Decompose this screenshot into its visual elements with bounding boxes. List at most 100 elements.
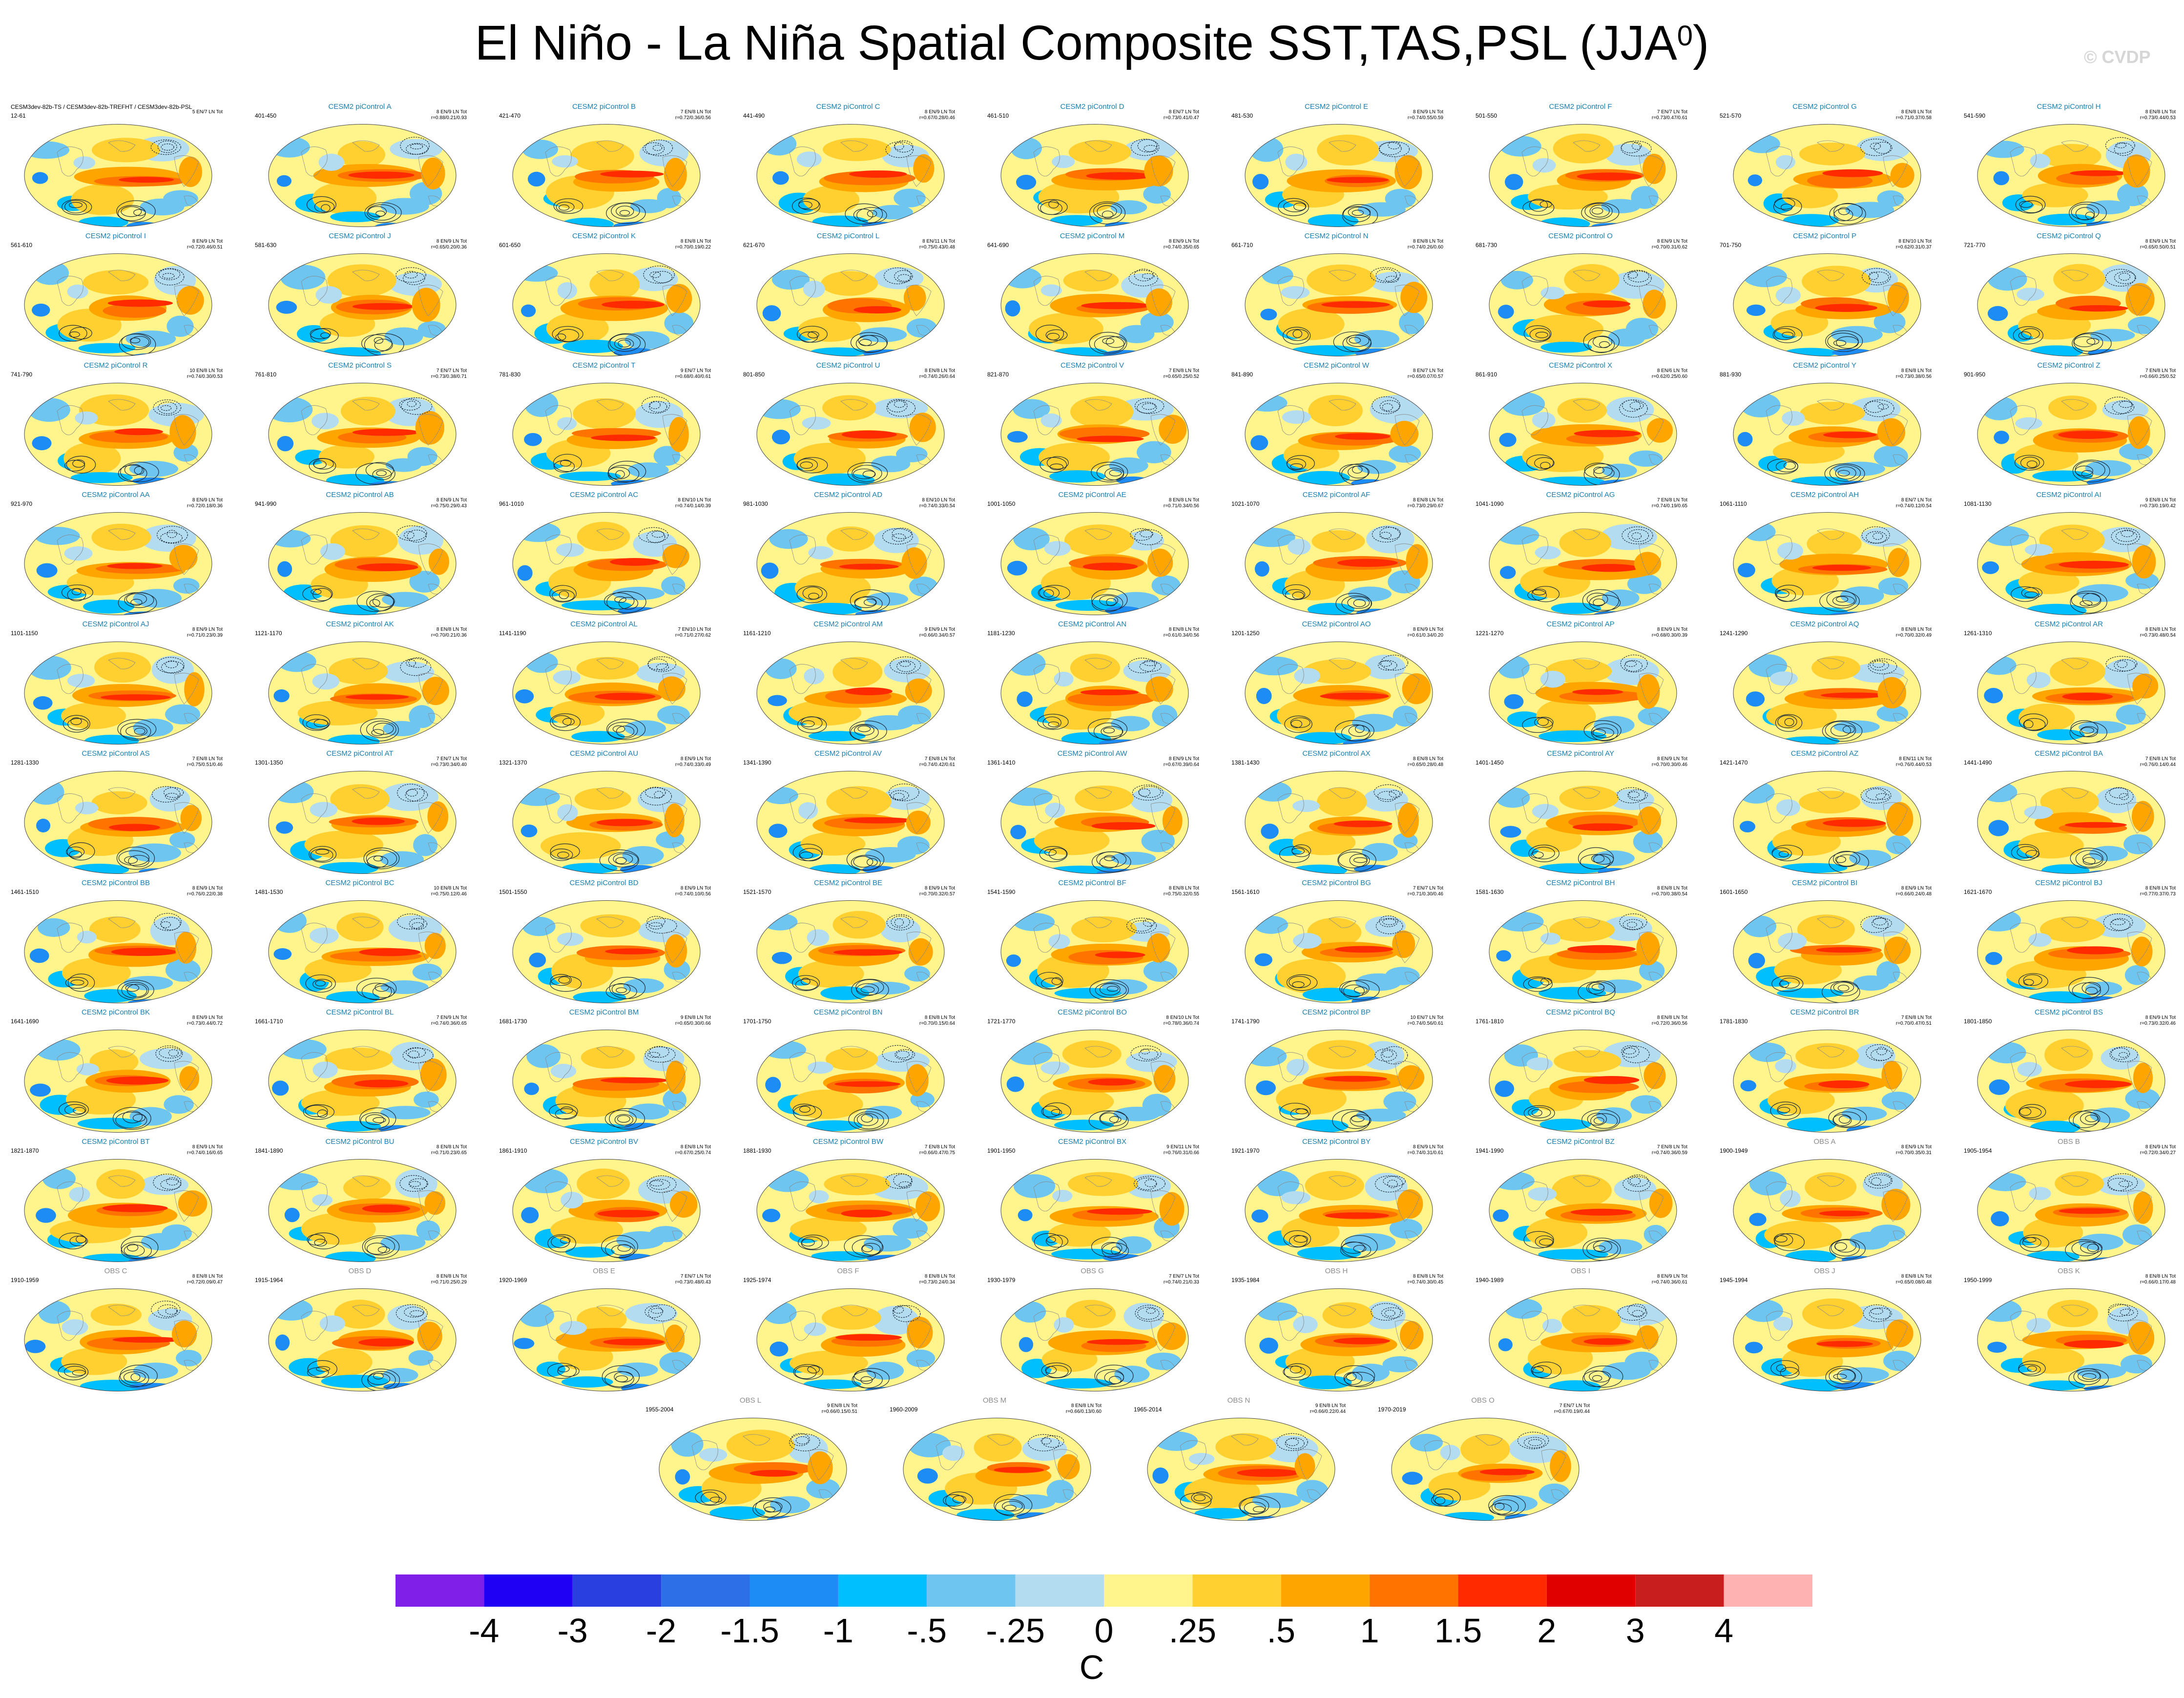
- panel-title: CESM2 piControl AM: [813, 620, 883, 628]
- anomaly-patch: [1086, 172, 1153, 180]
- anomaly-patch: [1062, 1040, 1122, 1068]
- coastline: [1329, 787, 1356, 799]
- psl-contour: [1590, 1113, 1618, 1129]
- anomaly-patch: [595, 693, 656, 701]
- composite-panel: CESM2 piControl AG 1041-1090 7 EN/8 LN Tot…: [1471, 491, 1690, 620]
- globe-outline: [1733, 900, 1921, 1003]
- panel-years: 1561-1610: [1231, 889, 1260, 895]
- coastline: [1053, 1449, 1078, 1481]
- panel-event-counts: 8 EN/8 LN Tot: [1168, 627, 1199, 632]
- psl-contour: [368, 206, 387, 217]
- psl-contour: [1870, 143, 1881, 150]
- anomaly-patch: [803, 186, 860, 213]
- anomaly-patch: [1800, 401, 1865, 425]
- psl-contour: [2080, 726, 2098, 738]
- colorbar-segment: [1104, 1574, 1193, 1607]
- panel-title: CESM2 piControl BY: [1302, 1138, 1371, 1146]
- anomaly-patch: [1551, 1174, 1612, 1207]
- psl-contour: [645, 139, 673, 156]
- psl-contour: [316, 1366, 331, 1372]
- anomaly-patch: [164, 1095, 194, 1114]
- psl-contour: [397, 784, 425, 802]
- coastline: [57, 276, 83, 306]
- psl-contour: [1784, 461, 1796, 470]
- anomaly-patch: [61, 702, 126, 729]
- anomaly-patch: [1881, 1189, 1911, 1221]
- anomaly-patch: [37, 918, 70, 937]
- panel-years: 1521-1570: [743, 889, 771, 895]
- psl-contour: [1869, 1307, 1892, 1320]
- coastline: [1639, 155, 1664, 187]
- panel-stats: 7 EN/7 LN Tot r=0.73/0.47/0.61: [1652, 109, 1687, 121]
- coastline: [1180, 1440, 1206, 1470]
- coastline: [108, 658, 136, 669]
- colorbar-segment: [749, 1574, 838, 1607]
- anomaly-patch: [1286, 1058, 1309, 1076]
- anomaly-patch: [415, 411, 444, 445]
- psl-contour: [1627, 1174, 1649, 1187]
- psl-contour: [1042, 1102, 1071, 1120]
- panel-pattern-correlations: r=0.70/0.19/0.22: [675, 245, 711, 250]
- psl-contour: [1589, 205, 1610, 218]
- psl-contour: [1531, 1109, 1542, 1117]
- anomaly-patch: [2087, 349, 2124, 356]
- panel-pattern-correlations: r=0.73/0.19/0.42: [2140, 503, 2176, 509]
- coastline: [1573, 269, 1601, 281]
- psl-contour: [549, 585, 577, 602]
- panel-stats: 8 EN/11 LN Tot r=0.76/0.44/0.53: [1896, 756, 1932, 768]
- panel-stats: 9 EN/8 LN Tot r=0.73/0.19/0.42: [2140, 497, 2176, 509]
- psl-contour: [1279, 846, 1310, 863]
- anomaly-patch: [1091, 822, 1156, 830]
- anomaly-patch: [1294, 732, 1352, 745]
- psl-contour: [120, 461, 159, 482]
- composite-panel: CESM2 piControl B 421-470 7 EN/8 LN Tot r=0…: [494, 103, 714, 232]
- anomaly-patch: [69, 1187, 90, 1202]
- psl-contour: [2111, 528, 2140, 545]
- psl-contour: [857, 725, 871, 732]
- coastline: [1573, 1046, 1601, 1057]
- psl-contour: [130, 336, 149, 348]
- globe-map: [268, 900, 457, 1003]
- psl-contour: [1593, 1117, 1604, 1124]
- psl-contour: [1522, 200, 1555, 216]
- coastline: [906, 1061, 932, 1093]
- panel-case-names: CESM3dev-82b-TS / CESM3dev-82b-TREFHT / …: [11, 104, 192, 110]
- psl-contour: [608, 852, 639, 868]
- coastline: [1394, 932, 1420, 963]
- psl-contour: [899, 661, 911, 667]
- anomaly-patch: [1634, 552, 1662, 576]
- anomaly-patch: [2065, 1080, 2132, 1088]
- composite-panel: OBS I 1940-1989 8 EN/9 LN Tot r=0.74/0.36/0…: [1471, 1267, 1690, 1396]
- panel-years: 561-610: [11, 242, 33, 248]
- panel-pattern-correlations: r=0.74/0.36/0.61: [1651, 1280, 1687, 1285]
- coastline: [2127, 1190, 2152, 1222]
- psl-contour: [1535, 331, 1548, 338]
- psl-contour: [2105, 656, 2138, 672]
- psl-contour: [124, 856, 138, 864]
- anomaly-patch: [175, 932, 197, 964]
- copyright-watermark: © CVDP: [2084, 47, 2151, 67]
- globe-outline: [268, 253, 457, 356]
- psl-contour: [648, 401, 667, 413]
- anomaly-patch: [1883, 1350, 1916, 1371]
- anomaly-patch: [2041, 144, 2101, 168]
- anomaly-patch: [1355, 973, 1402, 991]
- coastline: [1883, 802, 1908, 834]
- anomaly-patch: [1157, 1322, 1186, 1350]
- panel-event-counts: 8 EN/10 LN Tot: [1166, 1015, 1199, 1020]
- psl-contour: [885, 141, 914, 158]
- psl-contour: [1091, 594, 1123, 612]
- psl-contour: [891, 915, 910, 929]
- anomaly-patch: [1815, 304, 1877, 312]
- coastline: [301, 923, 328, 953]
- anomaly-patch: [833, 949, 903, 956]
- psl-contour: [134, 727, 146, 735]
- anomaly-patch: [107, 299, 173, 307]
- panel-stats: 8 EN/8 LN Tot r=0.75/0.32/0.55: [1164, 886, 1199, 897]
- globe-map: [1245, 900, 1433, 1003]
- panel-event-counts: 7 EN/8 LN Tot: [2145, 368, 2176, 373]
- panel-years: 1361-1410: [987, 759, 1016, 766]
- anomaly-patch: [557, 804, 578, 821]
- anomaly-patch: [1553, 133, 1614, 164]
- anomaly-patch: [662, 544, 689, 568]
